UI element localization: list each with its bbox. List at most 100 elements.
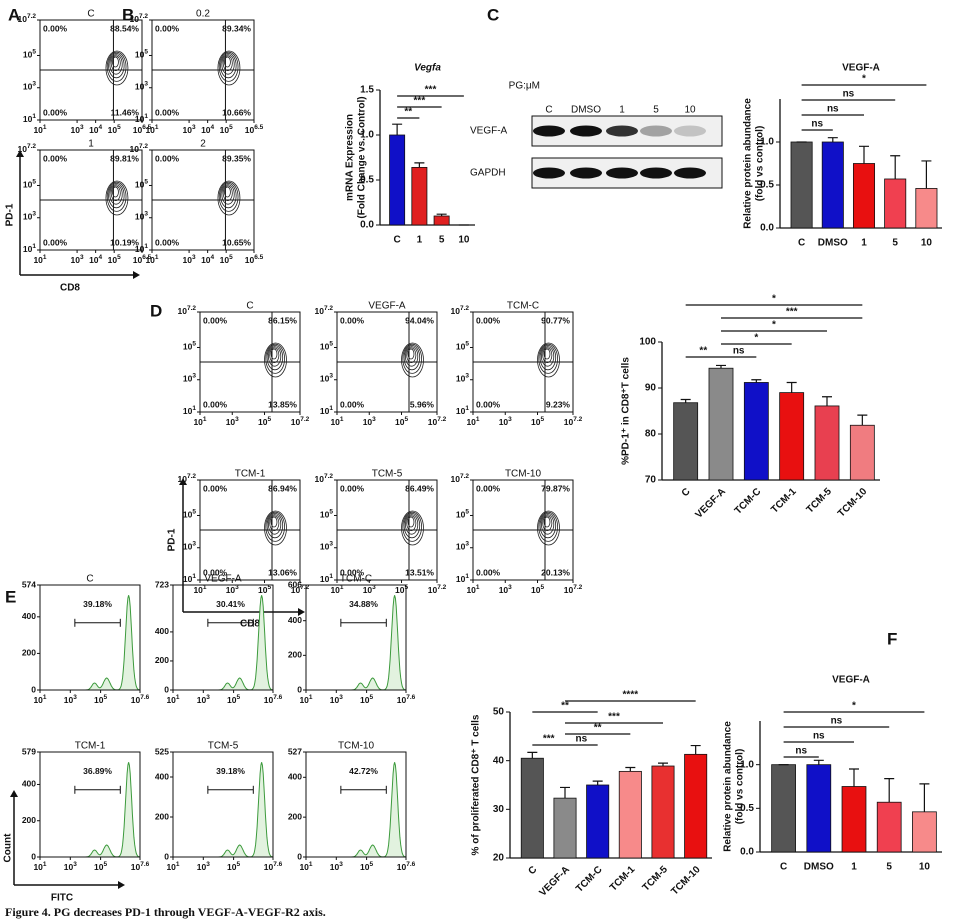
y-tick-label: 80: [645, 429, 657, 440]
quadrant-value: 10.19%: [110, 237, 139, 247]
tick-exponent: 3: [235, 584, 239, 591]
tick-exponent: 7.2: [27, 13, 36, 20]
tick-base: 10: [299, 695, 309, 705]
tick-label: 107.6: [397, 694, 416, 705]
tick-label: 106.5: [245, 124, 264, 135]
tick-exponent: 7.2: [573, 584, 582, 591]
tick-exponent: 3: [80, 124, 84, 131]
tick-exponent: 5: [32, 179, 36, 186]
bar: [814, 405, 840, 481]
x-tick-label: TCM-5: [805, 486, 835, 516]
tick-label: 101: [23, 243, 36, 254]
histogram: [40, 595, 141, 691]
error-bar: [414, 162, 425, 168]
tick-base: 10: [314, 474, 324, 484]
tick-base: 10: [23, 180, 33, 190]
error-bar: [436, 213, 447, 216]
y-tick-label: 1.0: [740, 759, 754, 770]
quadrant-value: 0.00%: [155, 153, 180, 163]
bar: [411, 166, 428, 226]
tick-label: 105: [227, 861, 240, 872]
tick-exponent: 1: [465, 573, 469, 580]
y-tick-label: 0.0: [360, 220, 374, 231]
tick-base: 10: [320, 374, 330, 384]
tick-label: 103: [23, 81, 36, 92]
tick-exponent: 1: [144, 113, 148, 120]
error-bar: [786, 381, 797, 393]
x-tick-label: 10: [458, 235, 470, 246]
tick-label: 107.2: [428, 584, 447, 595]
blot-band: [570, 125, 602, 137]
lane-label: 1: [619, 105, 625, 116]
tick-label: 103: [499, 416, 512, 427]
x-tick-label: C: [680, 486, 693, 499]
tick-exponent: 7.6: [273, 694, 282, 701]
significance-label: ****: [623, 690, 639, 701]
quadrant-value: 0.00%: [43, 237, 68, 247]
tick-label: 0: [297, 684, 302, 694]
tick-label: 103: [64, 694, 77, 705]
tick-base: 10: [395, 417, 405, 427]
tick-base: 10: [456, 406, 466, 416]
tick-label: 103: [183, 373, 196, 384]
tick-base: 10: [456, 510, 466, 520]
contour: [266, 512, 284, 539]
tick-base: 10: [397, 862, 407, 872]
panel-label: C: [487, 5, 499, 24]
quadrant-value: 89.34%: [222, 23, 251, 33]
y-axis-label: mRNA Expression: [345, 114, 356, 201]
tick-label: 107.6: [264, 694, 283, 705]
histogram: [173, 762, 274, 858]
tick-exponent: 7.2: [139, 13, 148, 20]
tick-label: 101: [33, 694, 46, 705]
axis-label: CD8: [240, 619, 260, 630]
x-tick-label: DMSO: [818, 238, 848, 249]
quadrant-value: 0.00%: [43, 23, 68, 33]
tick-base: 10: [291, 585, 301, 595]
tick-label: 200: [155, 811, 169, 821]
significance-label: ns: [795, 746, 807, 757]
tick-base: 10: [360, 862, 370, 872]
error-bar: [884, 778, 895, 803]
tick-label: 0: [164, 851, 169, 861]
tick-exponent: 5: [329, 341, 333, 348]
tick-label: 103: [197, 861, 210, 872]
tick-base: 10: [183, 125, 193, 135]
y-tick-label: 50: [493, 707, 505, 718]
quadrant-value: 0.00%: [203, 483, 228, 493]
chart-title: VEGF-A: [832, 675, 870, 686]
tick-exponent: 3: [329, 541, 333, 548]
y-tick-label: 1.0: [360, 130, 374, 141]
tick-label: 103: [226, 584, 239, 595]
tick-base: 10: [564, 585, 574, 595]
tick-label: 105: [108, 124, 121, 135]
tick-base: 10: [197, 862, 207, 872]
contour: [267, 514, 282, 535]
tick-exponent: 1: [340, 584, 344, 591]
significance-label: ns: [843, 89, 855, 100]
x-tick-label: 1: [851, 862, 857, 873]
tick-exponent: 1: [340, 416, 344, 423]
tick-exponent: 5: [370, 694, 374, 701]
tick-exponent: 5: [144, 179, 148, 186]
blot-band: [674, 167, 706, 179]
plot-title: 0.2: [196, 9, 210, 20]
lane-label: 10: [684, 105, 696, 116]
tick-base: 10: [258, 585, 268, 595]
plot-frame: [305, 751, 407, 858]
y-tick-label: 30: [493, 804, 505, 815]
tick-label: 105: [227, 694, 240, 705]
tick-base: 10: [226, 585, 236, 595]
tick-label: 103: [226, 416, 239, 427]
bar: [389, 134, 406, 226]
tick-base: 10: [531, 585, 541, 595]
contour: [402, 511, 423, 542]
plot-title: C: [87, 9, 94, 20]
tick-base: 10: [135, 50, 145, 60]
arrow-head: [10, 790, 18, 797]
bar: [876, 801, 902, 853]
y-tick-label: 90: [645, 383, 657, 394]
contour: [264, 510, 287, 546]
quadrant-value: 20.13%: [541, 567, 570, 577]
tick-label: 107.2: [17, 143, 36, 154]
